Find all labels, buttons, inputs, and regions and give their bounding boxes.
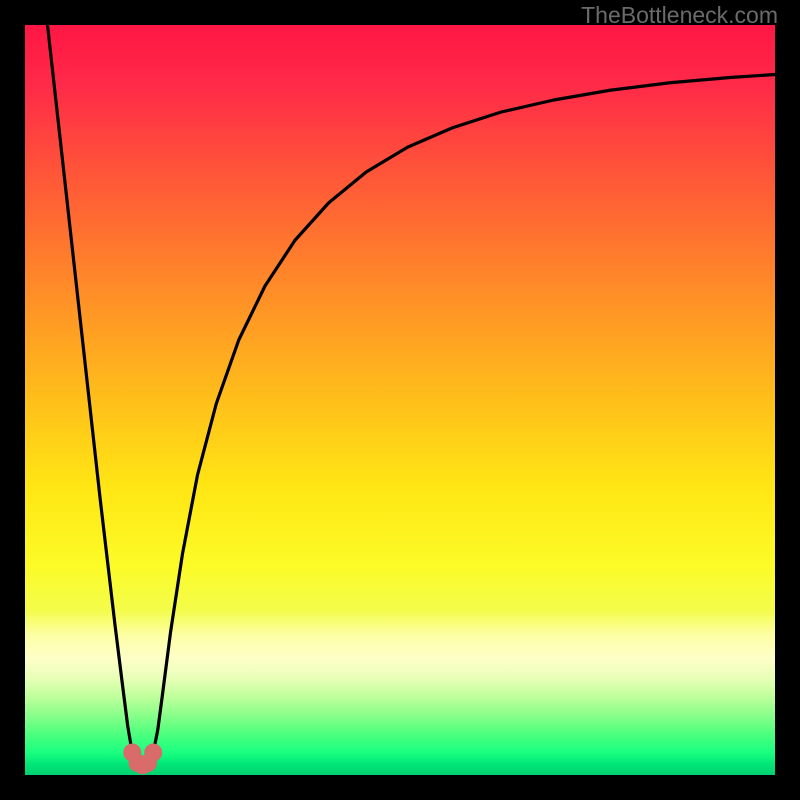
chart-frame: TheBottleneck.com	[0, 0, 800, 800]
bottleneck-curve	[48, 25, 776, 765]
plot-area	[25, 25, 775, 775]
curve-layer	[25, 25, 775, 775]
watermark-text: TheBottleneck.com	[581, 2, 778, 29]
curve-marker	[145, 744, 162, 761]
